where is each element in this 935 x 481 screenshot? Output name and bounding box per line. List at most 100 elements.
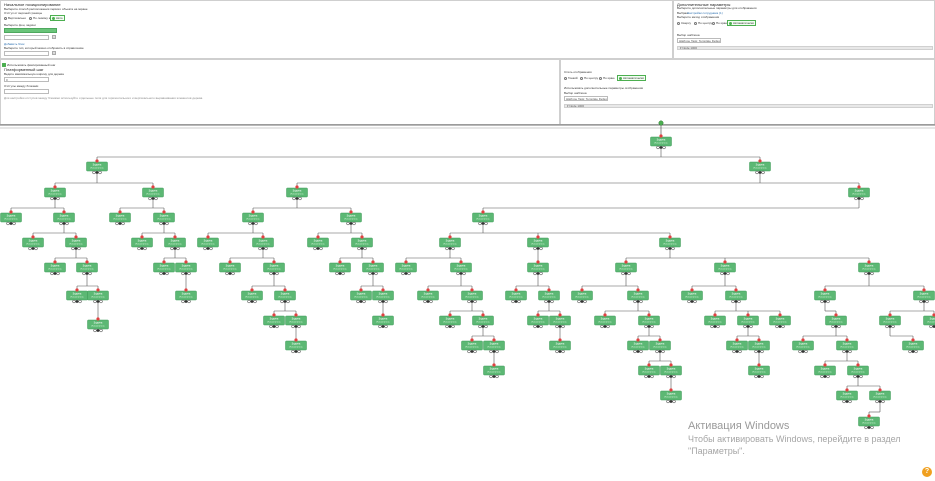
node-input-icon[interactable] — [448, 235, 452, 239]
node-edit-icon[interactable] — [644, 374, 648, 379]
node-add-icon[interactable] — [517, 299, 521, 304]
node-output-icon[interactable] — [669, 375, 673, 378]
node-output-icon[interactable] — [867, 426, 871, 429]
node-edit-icon[interactable] — [842, 399, 846, 404]
node-add-icon[interactable] — [297, 349, 301, 354]
node-edit-icon[interactable] — [555, 324, 559, 329]
node-output-icon[interactable] — [911, 350, 915, 353]
node-input-icon[interactable] — [624, 260, 628, 264]
node-output-icon[interactable] — [778, 325, 782, 328]
node-add-icon[interactable] — [407, 271, 411, 276]
node-edit-icon[interactable] — [71, 246, 75, 251]
node-add-icon[interactable] — [231, 271, 235, 276]
node-add-icon[interactable] — [627, 271, 631, 276]
node-input-icon[interactable] — [778, 313, 782, 317]
node-edit-icon[interactable] — [445, 324, 449, 329]
node-edit-icon[interactable] — [644, 324, 648, 329]
method-option-auto[interactable]: Автоматически — [727, 20, 756, 26]
node-output-icon[interactable] — [536, 325, 540, 328]
node-input-icon[interactable] — [758, 159, 762, 163]
node-add-icon[interactable] — [860, 196, 864, 201]
node-edit-icon[interactable] — [467, 349, 471, 354]
node-output-icon[interactable] — [659, 146, 663, 149]
node-edit-icon[interactable] — [478, 324, 482, 329]
node-add-icon[interactable] — [826, 299, 830, 304]
node-edit-icon[interactable] — [743, 324, 747, 329]
style-option-auto[interactable]: Автоматически — [617, 75, 646, 81]
node-input-icon[interactable] — [173, 235, 177, 239]
node-edit-icon[interactable] — [600, 324, 604, 329]
node-edit-icon[interactable] — [885, 324, 889, 329]
node-add-icon[interactable] — [88, 271, 92, 276]
node-input-icon[interactable] — [95, 159, 99, 163]
node-edit-icon[interactable] — [687, 299, 691, 304]
node-add-icon[interactable] — [65, 221, 69, 226]
node-input-icon[interactable] — [470, 338, 474, 342]
node-add-icon[interactable] — [451, 246, 455, 251]
node-edit-icon[interactable] — [798, 349, 802, 354]
node-output-icon[interactable] — [162, 222, 166, 225]
node-edit-icon[interactable] — [842, 349, 846, 354]
node-output-icon[interactable] — [95, 171, 99, 174]
node-edit-icon[interactable] — [92, 170, 96, 175]
node-edit-icon[interactable] — [666, 374, 670, 379]
node-input-icon[interactable] — [922, 288, 926, 292]
node-output-icon[interactable] — [272, 325, 276, 328]
node-edit-icon[interactable] — [864, 271, 868, 276]
node-edit-icon[interactable] — [511, 299, 515, 304]
node-input-icon[interactable] — [184, 260, 188, 264]
node-edit-icon[interactable] — [291, 349, 295, 354]
node-edit-icon[interactable] — [875, 399, 879, 404]
node-add-icon[interactable] — [891, 324, 895, 329]
node-output-icon[interactable] — [448, 247, 452, 250]
node-input-icon[interactable] — [151, 185, 155, 189]
node-edit-icon[interactable] — [919, 299, 923, 304]
spacing-input[interactable] — [4, 89, 49, 94]
node-output-icon[interactable] — [624, 272, 628, 275]
node-edit-icon[interactable] — [820, 374, 824, 379]
node-add-icon[interactable] — [672, 374, 676, 379]
node-edit-icon[interactable] — [247, 299, 251, 304]
node-output-icon[interactable] — [338, 272, 342, 275]
node-edit-icon[interactable] — [775, 324, 779, 329]
node-output-icon[interactable] — [845, 350, 849, 353]
node-output-icon[interactable] — [758, 171, 762, 174]
node-input-icon[interactable] — [734, 288, 738, 292]
node-input-icon[interactable] — [757, 363, 761, 367]
node-add-icon[interactable] — [870, 425, 874, 430]
node-input-icon[interactable] — [31, 235, 35, 239]
node-add-icon[interactable] — [781, 324, 785, 329]
node-output-icon[interactable] — [801, 350, 805, 353]
node-add-icon[interactable] — [319, 246, 323, 251]
node-input-icon[interactable] — [261, 235, 265, 239]
node-input-icon[interactable] — [757, 338, 761, 342]
node-add-icon[interactable] — [121, 221, 125, 226]
node-input-icon[interactable] — [96, 317, 100, 321]
node-edit-icon[interactable] — [50, 196, 54, 201]
node-edit-icon[interactable] — [754, 349, 758, 354]
style-option-center[interactable]: По центру — [580, 76, 598, 80]
node-output-icon[interactable] — [734, 300, 738, 303]
node-edit-icon[interactable] — [633, 299, 637, 304]
node-output-icon[interactable] — [558, 325, 562, 328]
